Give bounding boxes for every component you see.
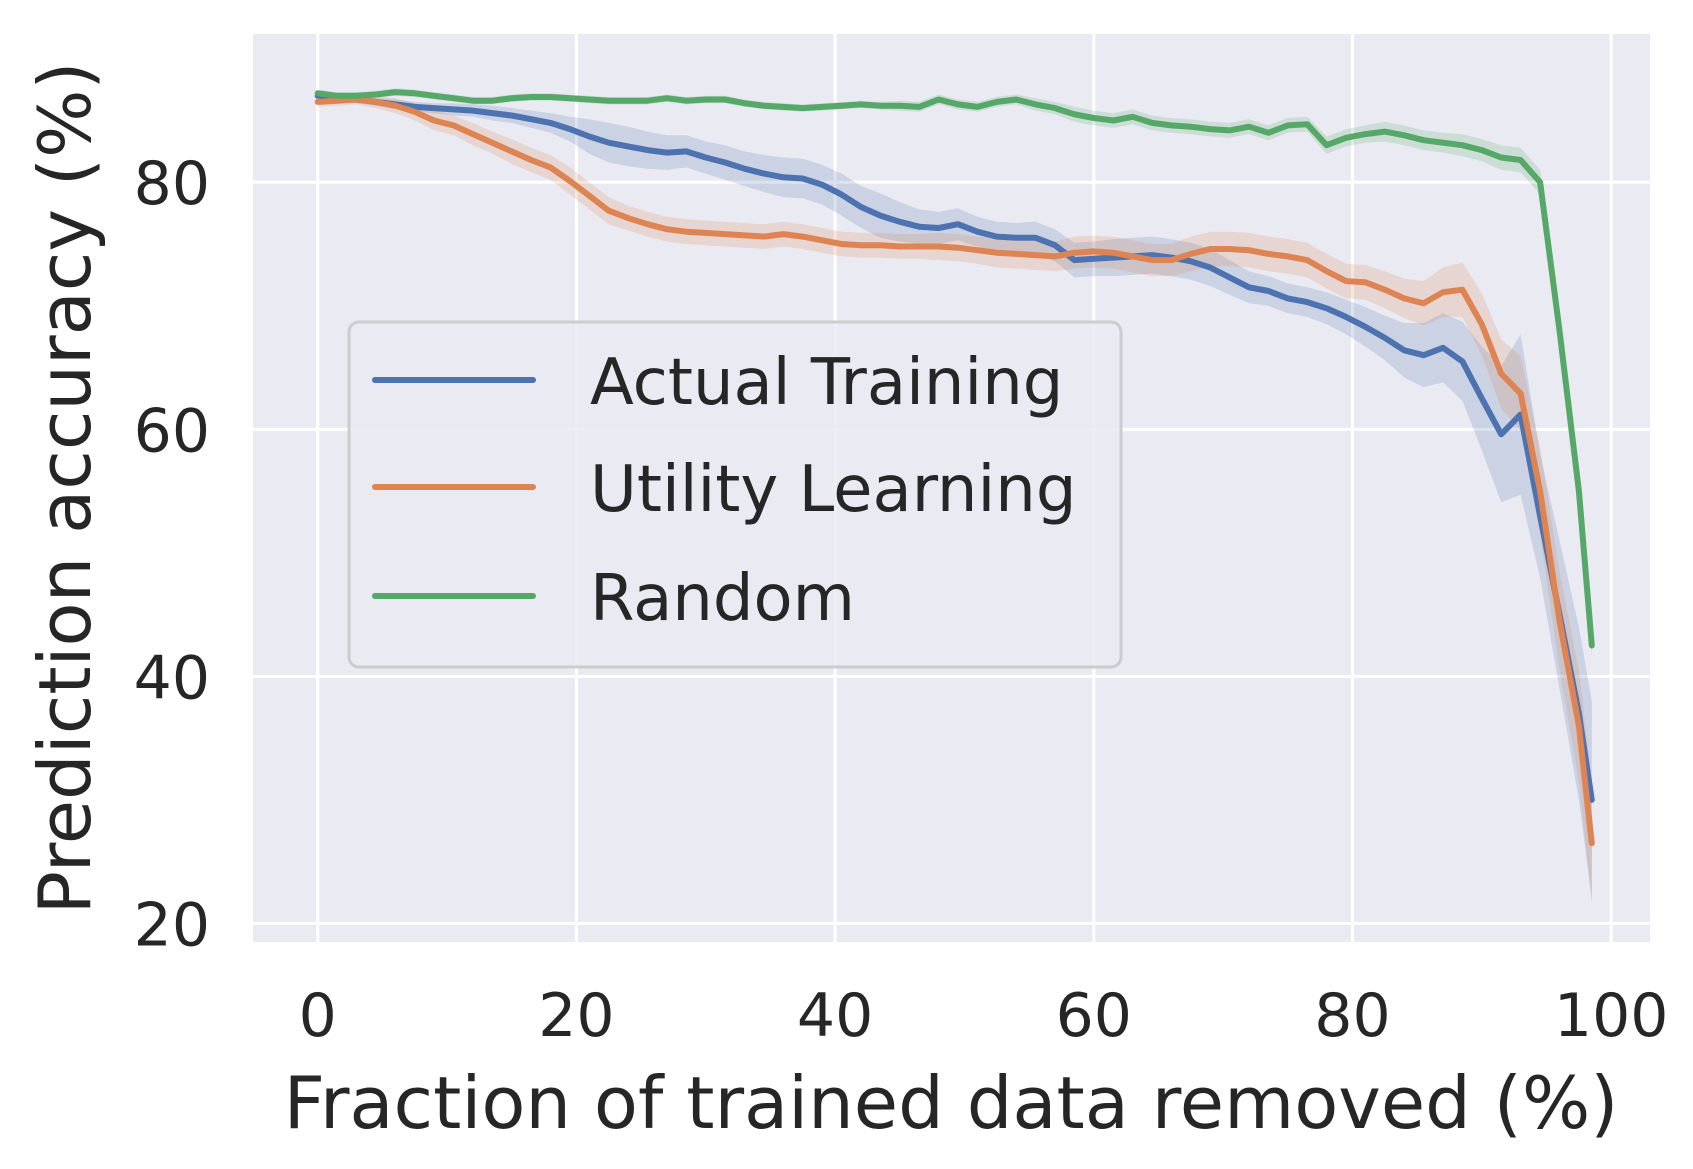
y-axis-title: Prediction accuracy (%) xyxy=(23,62,107,915)
x-tick-label: 100 xyxy=(1554,981,1669,1051)
utility-learning-confidence-band xyxy=(317,94,1592,905)
series-lines xyxy=(314,89,1595,847)
y-axis-ticks: 20 40 60 80 xyxy=(134,149,210,960)
x-tick-label: 0 xyxy=(299,981,337,1051)
legend-box xyxy=(347,320,1123,669)
x-axis-title: Fraction of trained data removed (%) xyxy=(284,1061,1619,1145)
y-tick-label: 80 xyxy=(134,149,210,219)
utility-learning-line xyxy=(314,96,1595,847)
legend-label-random: Random xyxy=(590,562,855,636)
x-tick-label: 60 xyxy=(1056,981,1132,1051)
legend: Actual Training Utility Learning Random xyxy=(347,320,1123,669)
x-tick-label: 20 xyxy=(538,981,614,1051)
random-line xyxy=(314,89,1595,649)
y-tick-label: 40 xyxy=(134,643,210,713)
legend-label-utility-learning: Utility Learning xyxy=(590,453,1076,527)
legend-label-actual-training: Actual Training xyxy=(590,346,1063,420)
x-tick-label: 40 xyxy=(797,981,873,1051)
actual-training-line xyxy=(314,92,1595,803)
x-axis-ticks: 0 20 40 60 80 100 xyxy=(299,981,1669,1051)
y-tick-label: 20 xyxy=(134,890,210,960)
x-tick-label: 80 xyxy=(1314,981,1390,1051)
y-tick-label: 60 xyxy=(134,396,210,466)
